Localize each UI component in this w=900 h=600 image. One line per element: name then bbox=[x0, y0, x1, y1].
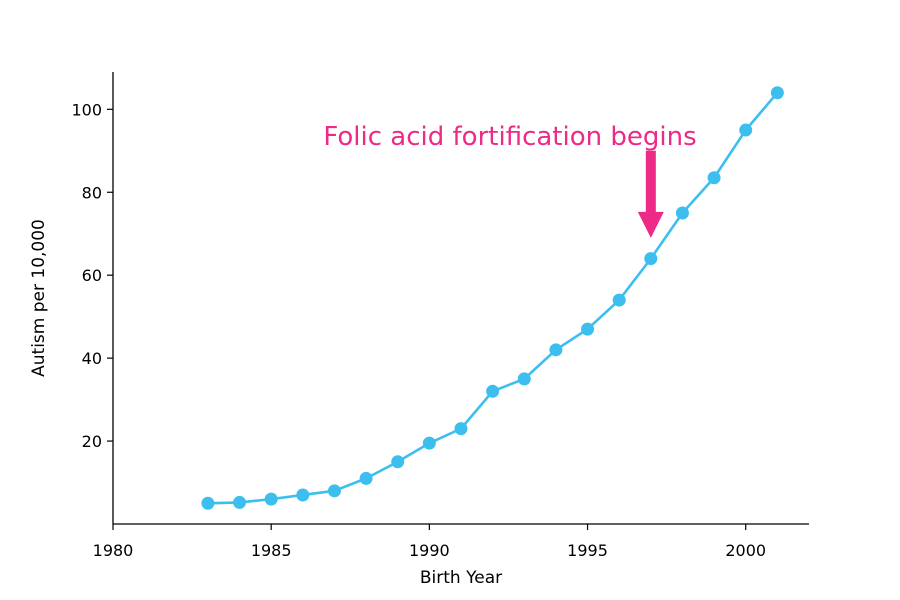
x-tick-label: 1985 bbox=[251, 541, 292, 560]
data-point bbox=[612, 293, 626, 307]
x-tick-label: 2000 bbox=[725, 541, 766, 560]
data-point bbox=[391, 455, 405, 469]
data-point bbox=[296, 488, 310, 502]
data-point bbox=[201, 496, 215, 510]
data-point bbox=[517, 372, 531, 386]
data-point bbox=[581, 322, 595, 336]
data-point bbox=[327, 484, 341, 498]
x-tick-label: 1980 bbox=[93, 541, 134, 560]
y-axis-ticks: 20 40 60 80 100 bbox=[71, 100, 113, 451]
data-point bbox=[454, 422, 468, 436]
y-tick-label: 60 bbox=[82, 266, 102, 285]
x-tick-label: 1995 bbox=[567, 541, 608, 560]
data-point bbox=[422, 436, 436, 450]
x-tick-label: 1990 bbox=[409, 541, 450, 560]
data-point bbox=[359, 471, 373, 485]
data-point bbox=[770, 86, 784, 100]
series-line bbox=[207, 91, 779, 505]
y-tick-label: 40 bbox=[82, 349, 102, 368]
data-point bbox=[486, 384, 500, 398]
y-tick-label: 80 bbox=[82, 183, 102, 202]
axes bbox=[112, 72, 809, 525]
data-point bbox=[675, 206, 689, 220]
data-series bbox=[201, 86, 784, 510]
annotation-arrow bbox=[637, 150, 664, 238]
x-axis-label: Birth Year bbox=[420, 568, 502, 588]
y-tick-label: 100 bbox=[71, 100, 102, 119]
x-axis-ticks: 1980 1985 1990 1995 2000 bbox=[93, 524, 766, 560]
data-point bbox=[233, 495, 247, 509]
y-axis-label: Autism per 10,000 bbox=[29, 219, 49, 377]
data-point bbox=[707, 171, 721, 185]
data-point bbox=[264, 492, 278, 506]
y-tick-label: 20 bbox=[82, 432, 102, 451]
data-point bbox=[739, 123, 753, 137]
data-point bbox=[644, 252, 658, 266]
annotation-text: Folic acid fortification begins bbox=[323, 122, 696, 152]
data-point bbox=[549, 343, 563, 357]
annotation: Folic acid fortification begins bbox=[323, 122, 697, 238]
